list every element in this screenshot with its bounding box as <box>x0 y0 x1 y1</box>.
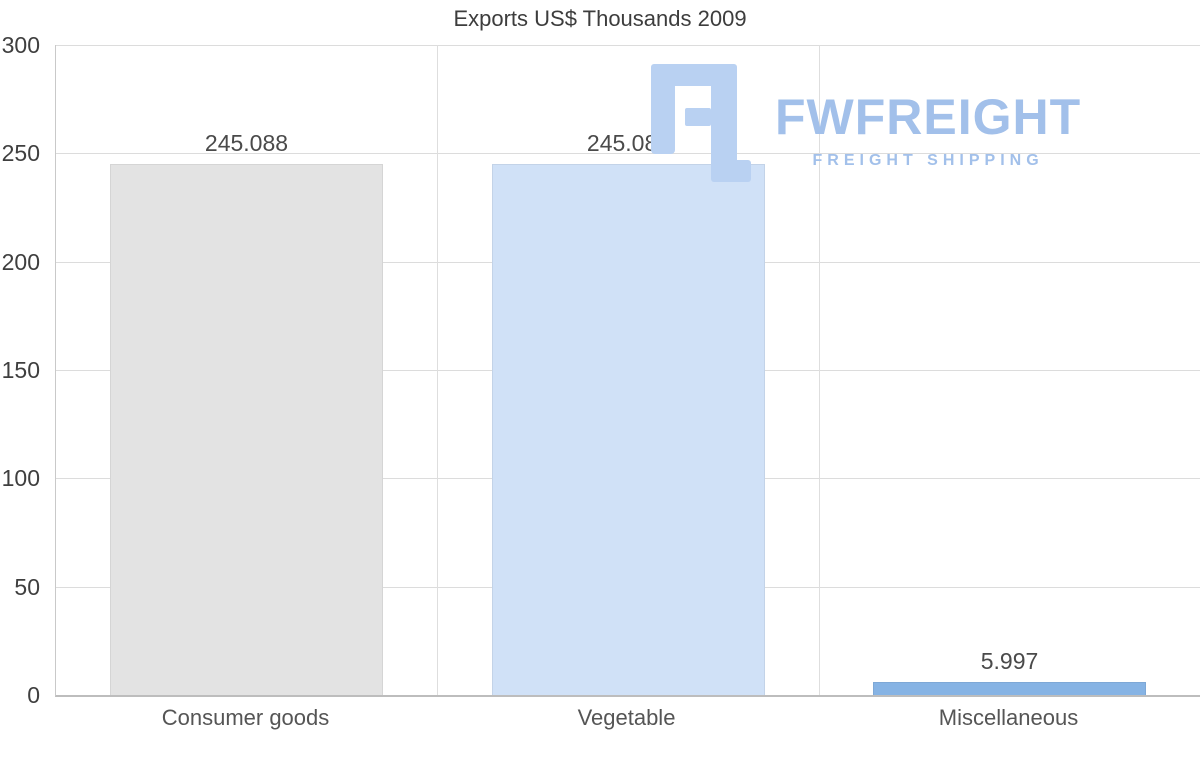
y-tick-label: 300 <box>1 32 40 58</box>
bar-value-label: 5.997 <box>980 648 1039 674</box>
bar-miscellaneous <box>873 682 1146 695</box>
gridline-vertical <box>437 45 438 695</box>
gridline-vertical <box>819 45 820 695</box>
x-category-label: Vegetable <box>577 705 676 730</box>
y-tick-label: 250 <box>1 140 40 167</box>
x-axis: Consumer goods Vegetable Miscellaneous <box>55 703 1199 743</box>
y-tick-label: 100 <box>1 465 40 492</box>
y-tick-label: 50 <box>14 573 40 600</box>
x-category-label: Consumer goods <box>161 705 330 730</box>
y-tick-label: 150 <box>1 357 40 383</box>
y-tick-label: 200 <box>1 248 40 275</box>
plot-area: 245.088 245.088 5.997 <box>55 45 1200 697</box>
x-category-label: Miscellaneous <box>938 705 1079 730</box>
gridline-horizontal <box>56 45 1200 46</box>
bar-value-label: 245.088 <box>204 130 289 156</box>
y-axis: 0 50 100 150 200 250 300 <box>0 32 48 708</box>
y-tick-label: 0 <box>27 682 40 708</box>
bar-consumer-goods <box>110 164 383 695</box>
chart-title: Exports US$ Thousands 2009 <box>453 6 747 31</box>
bar-value-label: 245.088 <box>586 130 671 156</box>
gridline-horizontal <box>56 153 1200 155</box>
bar-vegetable <box>492 164 765 695</box>
